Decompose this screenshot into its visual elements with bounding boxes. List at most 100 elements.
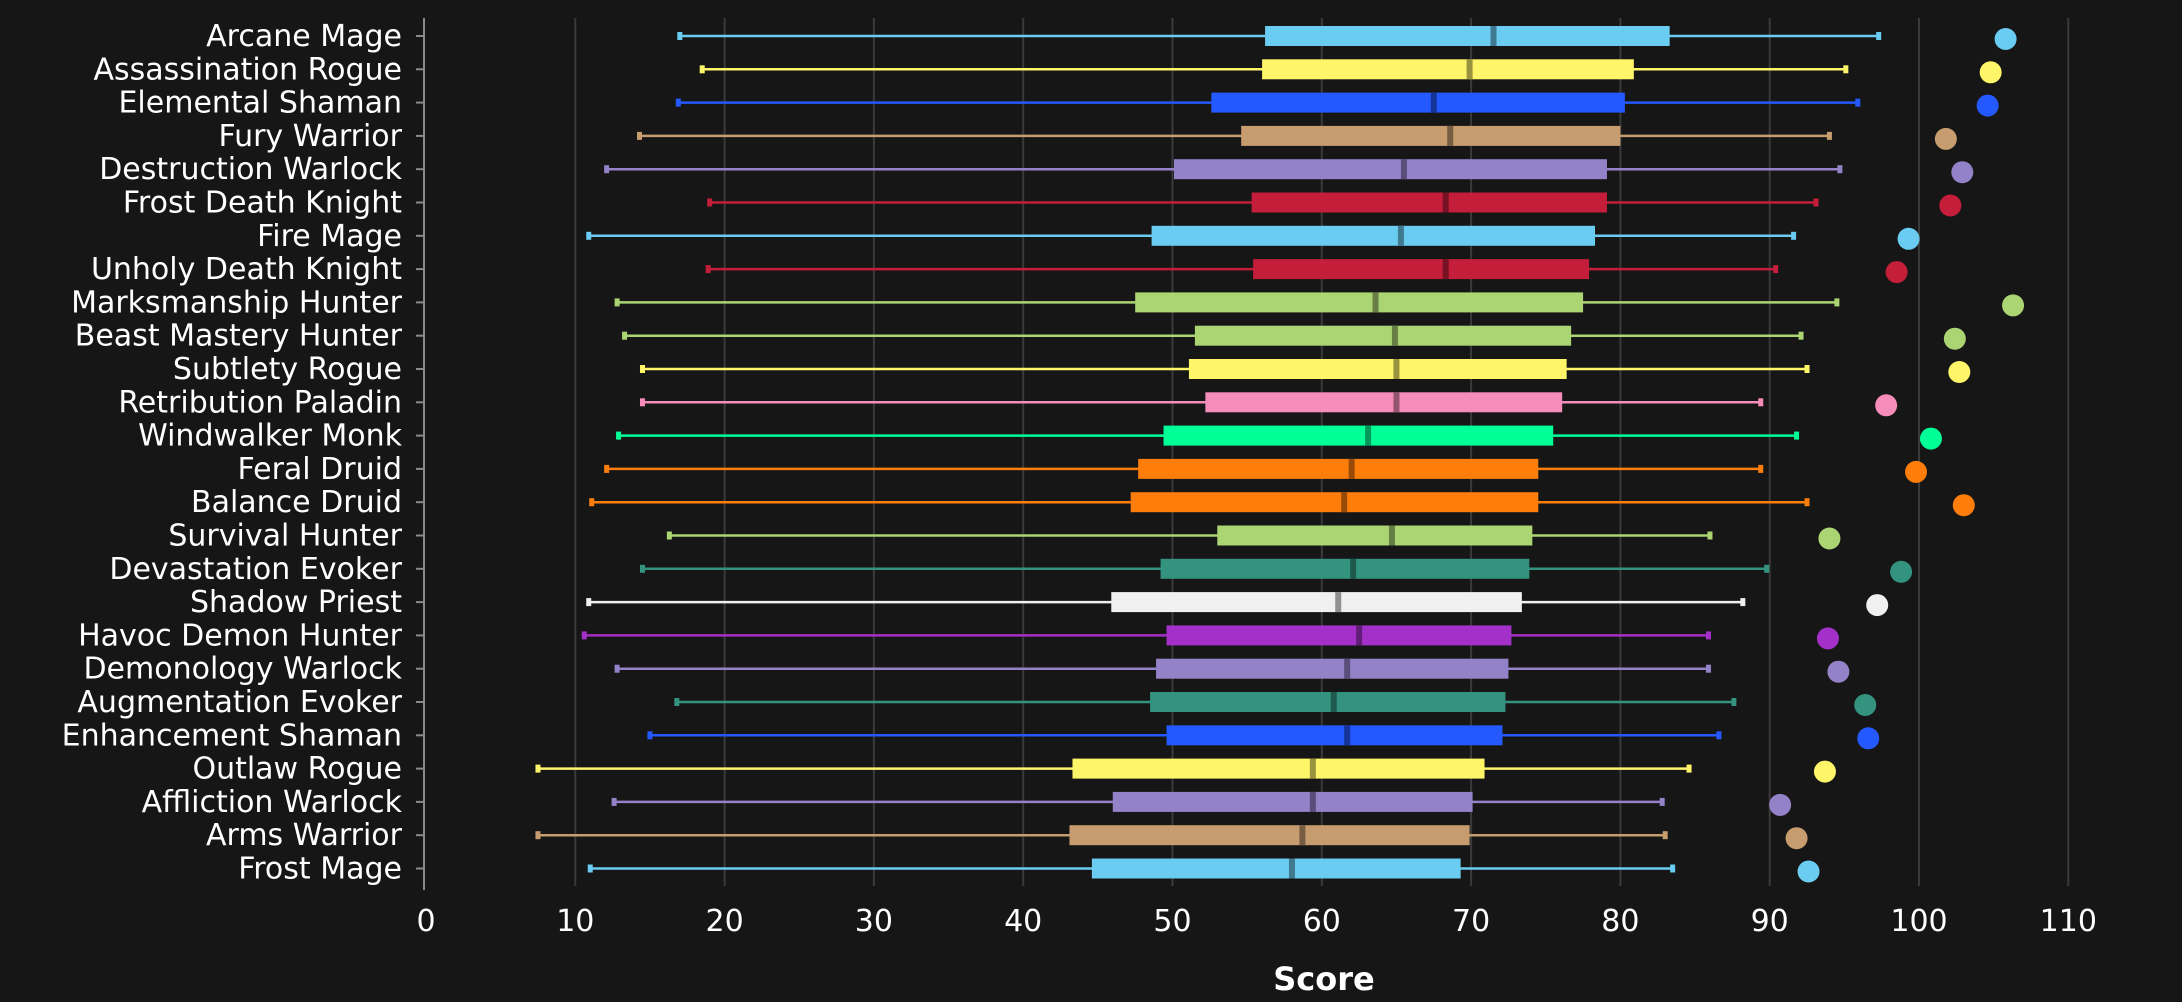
- whisker-cap-min: [707, 198, 713, 207]
- whisker-cap-min: [586, 231, 592, 240]
- whisker-cap-max: [1705, 631, 1711, 640]
- x-tick-label: 30: [855, 904, 893, 939]
- box-row: [535, 825, 1808, 850]
- x-tick-label: 80: [1601, 904, 1639, 939]
- whisker-cap-min: [677, 32, 683, 40]
- whisker-cap-max: [1740, 598, 1746, 607]
- median-marker: [1442, 259, 1449, 280]
- iqr-box: [1217, 525, 1533, 546]
- x-tick-label: 10: [556, 904, 594, 939]
- iqr-box: [1151, 225, 1596, 246]
- y-tick-label: Survival Hunter: [168, 519, 402, 554]
- max-point: [1816, 627, 1839, 650]
- x-tick-label: 0: [416, 904, 435, 939]
- median-marker: [1490, 26, 1497, 46]
- box-row: [614, 292, 2025, 317]
- x-tick-label: 110: [2040, 904, 2097, 939]
- iqr-box: [1205, 392, 1563, 413]
- box-row: [616, 425, 1942, 450]
- whisker-cap-min: [705, 265, 711, 274]
- box-row: [677, 26, 2017, 50]
- median-marker: [1388, 525, 1395, 546]
- median-marker: [1393, 392, 1400, 413]
- y-tick-label: Elemental Shaman: [118, 86, 402, 121]
- whisker-cap-max: [1659, 797, 1665, 806]
- y-tick-label: Beast Mastery Hunter: [75, 319, 403, 354]
- box-row: [707, 192, 1962, 217]
- box-row: [535, 758, 1836, 783]
- box-row: [675, 92, 1999, 117]
- y-tick-label: Frost Death Knight: [123, 186, 402, 221]
- box-row: [636, 125, 1957, 150]
- box-row: [639, 558, 1913, 583]
- x-axis: 0 10 20 30 40 50 60 70 80 90 100 110: [416, 904, 2096, 939]
- whisker-cap-max: [1826, 131, 1832, 140]
- y-tick-label: Windwalker Monk: [138, 419, 403, 454]
- median-marker: [1447, 125, 1454, 146]
- x-tick-label: 90: [1751, 904, 1789, 939]
- box-row: [589, 492, 1975, 517]
- whisker-cap-max: [1764, 564, 1770, 573]
- median-marker: [1330, 692, 1337, 712]
- box-row: [614, 658, 1850, 683]
- whisker-cap-min: [581, 631, 587, 640]
- whisker-cap-max: [1804, 498, 1810, 507]
- y-tick-label: Assassination Rogue: [93, 52, 402, 87]
- max-point: [1866, 594, 1889, 617]
- iqr-box: [1163, 425, 1554, 446]
- median-marker: [1397, 225, 1404, 246]
- whisker-cap-min: [639, 564, 645, 573]
- y-tick-label: Feral Druid: [238, 452, 403, 487]
- max-point: [1919, 427, 1942, 450]
- y-tick-label: Enhancement Shaman: [62, 718, 402, 753]
- whisker-cap-max: [1843, 65, 1849, 74]
- whisker-cap-min: [604, 464, 610, 473]
- median-marker: [1356, 625, 1363, 646]
- max-point: [1785, 827, 1808, 850]
- whisker-cap-min: [604, 165, 610, 174]
- whisker-cap-max: [1707, 531, 1713, 540]
- median-marker: [1341, 492, 1348, 513]
- x-tick-label: 50: [1153, 904, 1191, 939]
- max-point: [1976, 94, 1999, 117]
- whisker-cap-max: [1855, 98, 1861, 107]
- box-row: [581, 625, 1839, 650]
- median-marker: [1299, 825, 1306, 846]
- median-marker: [1466, 59, 1473, 80]
- iqr-box: [1166, 725, 1503, 746]
- median-marker: [1400, 159, 1407, 180]
- max-point: [1875, 394, 1898, 417]
- whisker-cap-min: [586, 598, 592, 607]
- median-marker: [1348, 458, 1355, 479]
- median-marker: [1344, 725, 1351, 746]
- whisker-cap-max: [1758, 398, 1764, 407]
- max-point: [1813, 760, 1836, 783]
- whisker-cap-min: [647, 731, 653, 740]
- whisker-cap-max: [1686, 764, 1692, 773]
- whisker-cap-min: [589, 498, 595, 507]
- iqr-box: [1160, 558, 1530, 579]
- iqr-box: [1135, 292, 1584, 313]
- whisker-cap-min: [622, 331, 628, 340]
- whisker-cap-max: [1834, 298, 1840, 307]
- y-tick-label: Affliction Warlock: [142, 785, 403, 820]
- whisker-cap-max: [1731, 698, 1737, 706]
- whisker-cap-min: [587, 864, 593, 873]
- max-point: [1897, 227, 1920, 250]
- whisker-cap-max: [1670, 864, 1676, 873]
- box-row: [647, 725, 1880, 750]
- whisker-cap-min: [535, 831, 541, 840]
- median-marker: [1335, 592, 1342, 613]
- median-marker: [1344, 658, 1351, 679]
- x-tick-label: 100: [1890, 904, 1947, 939]
- box-row: [586, 225, 1920, 250]
- whisker-cap-max: [1794, 431, 1800, 440]
- iqr-box: [1069, 825, 1470, 846]
- box-row: [611, 791, 1792, 816]
- whisker-cap-max: [1758, 464, 1764, 473]
- plot-area: [535, 26, 2025, 883]
- max-point: [1854, 694, 1877, 716]
- max-point: [1951, 161, 1974, 184]
- box-row: [699, 59, 2002, 84]
